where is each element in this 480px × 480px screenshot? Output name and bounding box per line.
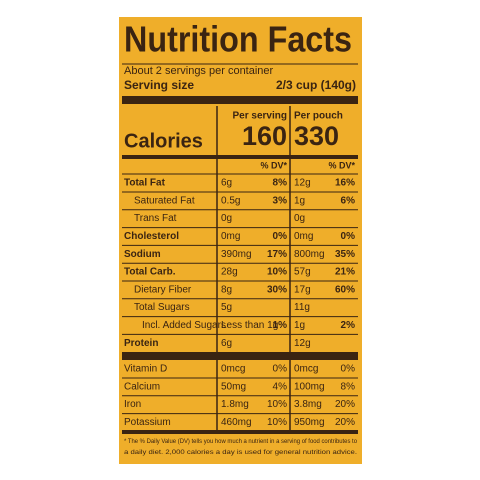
title: Nutrition Facts xyxy=(124,19,352,60)
nutrient-name: Iron xyxy=(124,399,141,410)
nutrient-name: Total Fat xyxy=(124,178,166,189)
serving-amount: 8g xyxy=(221,284,232,295)
serving-dv: 1% xyxy=(273,320,288,331)
serving-dv: 30% xyxy=(267,284,287,295)
serving-amount: 28g xyxy=(221,267,238,278)
serving-amount: 50mg xyxy=(221,381,246,392)
pouch-amount: 0mcg xyxy=(294,364,318,375)
serving-amount: 390mg xyxy=(221,249,252,260)
pouch-amount: 800mg xyxy=(294,249,325,260)
per-serving-label: Per serving xyxy=(233,111,287,122)
serving-dv: 10% xyxy=(267,267,287,278)
pouch-dv: 8% xyxy=(341,381,356,392)
serving-dv: 8% xyxy=(273,178,288,189)
serving-dv: 3% xyxy=(273,195,288,206)
serving-amount: 6g xyxy=(221,338,232,349)
dv-header: % DV* xyxy=(328,160,355,170)
serving-size-value: 2/3 cup (140g) xyxy=(276,78,356,92)
pouch-dv: 21% xyxy=(335,267,355,278)
footnote: * The % Daily Value (DV) tells you how m… xyxy=(124,438,357,445)
pouch-dv: 20% xyxy=(335,399,355,410)
nutrient-name: Cholesterol xyxy=(124,231,179,242)
per-pouch-label: Per pouch xyxy=(294,111,343,122)
pouch-amount: 3.8mg xyxy=(294,399,322,410)
serving-amount: 0mg xyxy=(221,231,240,242)
pouch-dv: 0% xyxy=(341,364,356,375)
serving-size-label: Serving size xyxy=(124,78,194,92)
pouch-amount: 11g xyxy=(294,302,310,313)
pouch-dv: 6% xyxy=(341,195,356,206)
serving-amount: 0g xyxy=(221,213,232,224)
nutrient-name: Trans Fat xyxy=(134,213,177,224)
calories-label: Calories xyxy=(124,130,203,152)
servings: About 2 servings per container xyxy=(124,65,274,77)
serving-amount: 6g xyxy=(221,178,232,189)
dv-header: % DV* xyxy=(260,160,287,170)
nutrient-name: Sodium xyxy=(124,249,161,260)
nutrient-name: Total Carb. xyxy=(124,267,176,278)
pouch-amount: 1g xyxy=(294,195,305,206)
serving-amount: 460mg xyxy=(221,417,252,428)
pouch-dv: 0% xyxy=(341,231,356,242)
nutrient-name: Total Sugars xyxy=(134,302,190,313)
serving-amount: 0mcg xyxy=(221,364,245,375)
per-serving-calories: 160 xyxy=(242,121,287,151)
serving-dv: 4% xyxy=(273,381,288,392)
nutrient-name: Potassium xyxy=(124,417,171,428)
pouch-amount: 17g xyxy=(294,284,311,295)
serving-dv: 10% xyxy=(267,399,287,410)
nutrient-name: Protein xyxy=(124,338,158,349)
serving-dv: 0% xyxy=(273,364,288,375)
pouch-amount: 12g xyxy=(294,178,311,189)
serving-dv: 17% xyxy=(267,249,287,260)
pouch-amount: 100mg xyxy=(294,381,325,392)
pouch-amount: 57g xyxy=(294,267,311,278)
pouch-amount: 1g xyxy=(294,320,305,331)
pouch-amount: 950mg xyxy=(294,417,325,428)
pouch-dv: 2% xyxy=(341,320,356,331)
nutrient-name: Vitamin D xyxy=(124,364,167,375)
serving-amount: 1.8mg xyxy=(221,399,249,410)
nutrient-name: Saturated Fat xyxy=(134,195,195,206)
footnote: a daily diet. 2,000 calories a day is us… xyxy=(124,449,357,456)
pouch-dv: 35% xyxy=(335,249,355,260)
pouch-dv: 16% xyxy=(335,178,355,189)
pouch-amount: 12g xyxy=(294,338,311,349)
serving-amount: Less than 1g xyxy=(221,320,278,331)
per-pouch-calories: 330 xyxy=(294,121,339,151)
nutrient-name: Calcium xyxy=(124,381,160,392)
nutrient-name: Incl. Added Sugars xyxy=(142,320,226,331)
serving-amount: 5g xyxy=(221,302,232,313)
pouch-dv: 60% xyxy=(335,284,355,295)
nutrient-name: Dietary Fiber xyxy=(134,284,192,295)
serving-dv: 10% xyxy=(267,417,287,428)
pouch-amount: 0g xyxy=(294,213,305,224)
serving-amount: 0.5g xyxy=(221,195,240,206)
pouch-amount: 0mg xyxy=(294,231,313,242)
label-panel xyxy=(119,17,362,464)
serving-dv: 0% xyxy=(273,231,288,242)
pouch-dv: 20% xyxy=(335,417,355,428)
